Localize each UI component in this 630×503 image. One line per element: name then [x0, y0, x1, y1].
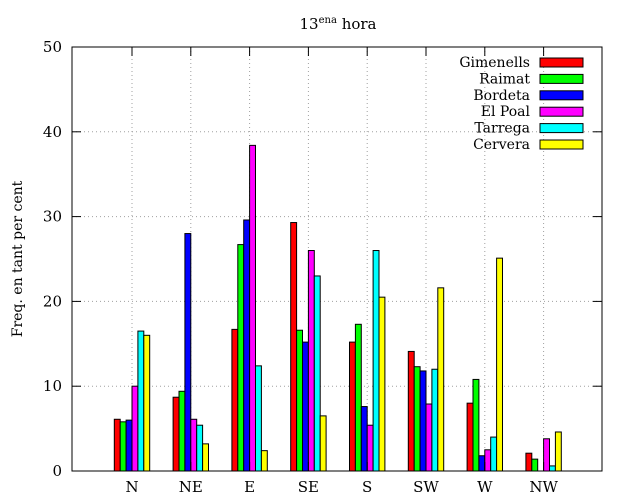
bar-raimat — [472, 378, 480, 472]
x-tick-label: N — [125, 478, 138, 496]
legend-swatch — [539, 90, 584, 101]
bar-gimenells — [525, 452, 533, 472]
legend-label: Bordeta — [473, 88, 530, 104]
plot-frame — [71, 46, 603, 472]
bar-cervera — [554, 431, 562, 472]
y-axis-title: Freq. en tant per cent — [10, 180, 26, 337]
bar-el-poal — [307, 250, 315, 472]
bar-tarrega — [196, 424, 204, 472]
y-tick-label: 50 — [43, 38, 62, 56]
legend-swatch — [539, 106, 584, 117]
bar-gimenells — [231, 328, 239, 472]
legend-label: Cervera — [473, 137, 530, 153]
bar-raimat — [237, 244, 245, 472]
bar-tarrega — [490, 436, 498, 472]
bar-el-poal — [425, 403, 433, 472]
x-tick-label: E — [244, 478, 255, 496]
bar-cervera — [202, 443, 210, 472]
legend-label: Raimat — [479, 71, 530, 87]
bar-raimat — [531, 458, 539, 472]
bar-el-poal — [190, 418, 198, 472]
bar-bordeta — [419, 370, 427, 472]
bar-raimat — [119, 421, 127, 472]
bar-raimat — [296, 329, 304, 472]
title-superscript: ena — [319, 15, 337, 26]
bar-el-poal — [484, 449, 492, 472]
x-tick-label: NW — [529, 478, 558, 496]
y-tick-label: 10 — [43, 377, 62, 395]
x-tick-label: S — [362, 478, 372, 496]
bar-el-poal — [131, 385, 139, 472]
bar-el-poal — [366, 424, 374, 472]
bar-gimenells — [113, 418, 121, 472]
legend-swatch — [539, 139, 584, 150]
bar-cervera — [319, 415, 327, 472]
bar-raimat — [354, 323, 362, 472]
y-tick-label: 20 — [43, 292, 62, 310]
bar-cervera — [143, 334, 151, 472]
bar-tarrega — [137, 330, 145, 472]
legend-label: El Poal — [481, 104, 531, 120]
bar-gimenells — [290, 222, 298, 472]
tick-labels: 0 10 20 30 40 50 N NE E SE S SW W NW — [43, 38, 559, 496]
legend-label: Tarrega — [474, 121, 530, 137]
bar-gimenells — [349, 341, 356, 472]
x-tick-label: SE — [298, 478, 319, 496]
legend-swatch — [539, 57, 584, 68]
y-tick-label: 40 — [43, 123, 62, 141]
bar-bordeta — [184, 233, 192, 472]
y-tick-label: 0 — [52, 462, 62, 480]
bar-gimenells — [407, 350, 415, 472]
bar-bordeta — [125, 419, 133, 472]
legend-label: Gimenells — [459, 55, 530, 71]
x-tick-label: SW — [413, 478, 439, 496]
chart-title: 13ena hora — [300, 15, 377, 33]
bar-gimenells — [172, 396, 180, 472]
bar-tarrega — [313, 275, 321, 472]
bar-bordeta — [302, 341, 309, 472]
y-tick-label: 30 — [43, 208, 62, 226]
bar-cervera — [260, 450, 268, 472]
bar-gimenells — [466, 402, 474, 472]
bar-raimat — [178, 390, 186, 472]
bar-tarrega — [372, 250, 380, 472]
bar-cervera — [378, 296, 386, 472]
x-tick-label: W — [477, 478, 493, 496]
legend-swatch — [539, 73, 584, 84]
bar-el-poal — [249, 144, 257, 472]
bar-bordeta — [243, 219, 251, 472]
bar-raimat — [413, 366, 421, 472]
legend-swatch — [539, 123, 584, 134]
bar-el-poal — [543, 438, 550, 472]
bar-tarrega — [255, 365, 262, 472]
bar-cervera — [496, 257, 504, 472]
title-main: 13 — [300, 15, 319, 33]
x-tick-label: NE — [179, 478, 203, 496]
bar-tarrega — [431, 368, 439, 472]
bars — [113, 144, 562, 472]
bar-bordeta — [478, 455, 486, 472]
title-rest: hora — [337, 15, 377, 33]
ticks — [72, 46, 602, 472]
bar-tarrega — [549, 465, 556, 472]
bar-cervera — [437, 287, 445, 472]
bar-bordeta — [360, 406, 368, 472]
